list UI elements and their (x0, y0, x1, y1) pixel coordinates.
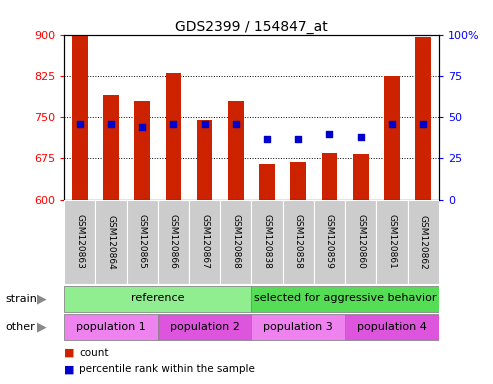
FancyBboxPatch shape (282, 200, 314, 284)
Bar (197, 120, 212, 200)
Bar (103, 95, 119, 200)
Bar (134, 101, 150, 200)
Bar (228, 101, 244, 200)
Text: GSM120863: GSM120863 (75, 215, 84, 269)
FancyBboxPatch shape (345, 314, 439, 340)
Text: population 3: population 3 (263, 322, 333, 332)
Point (357, 134, 365, 140)
FancyBboxPatch shape (251, 286, 439, 311)
Text: GSM120860: GSM120860 (356, 215, 365, 269)
Bar (290, 162, 306, 200)
FancyBboxPatch shape (64, 314, 158, 340)
Bar (353, 154, 368, 200)
FancyBboxPatch shape (95, 200, 127, 284)
Text: ■: ■ (64, 364, 74, 374)
Title: GDS2399 / 154847_at: GDS2399 / 154847_at (175, 20, 328, 33)
Text: ▶: ▶ (37, 321, 47, 334)
Text: percentile rank within the sample: percentile rank within the sample (79, 364, 255, 374)
FancyBboxPatch shape (64, 286, 251, 311)
Bar (384, 76, 400, 200)
FancyBboxPatch shape (158, 200, 189, 284)
Text: GSM120859: GSM120859 (325, 215, 334, 269)
Point (232, 121, 240, 127)
Text: strain: strain (5, 293, 37, 304)
FancyBboxPatch shape (251, 200, 282, 284)
Point (325, 131, 333, 137)
Text: GSM120838: GSM120838 (263, 215, 272, 269)
Bar (321, 153, 337, 200)
Point (138, 124, 146, 130)
Bar (259, 164, 275, 200)
FancyBboxPatch shape (345, 200, 376, 284)
FancyBboxPatch shape (251, 314, 345, 340)
Text: ■: ■ (64, 348, 74, 358)
Bar (72, 35, 88, 200)
FancyBboxPatch shape (408, 200, 439, 284)
Text: GSM120865: GSM120865 (138, 215, 146, 269)
Point (107, 121, 115, 127)
FancyBboxPatch shape (64, 200, 95, 284)
FancyBboxPatch shape (220, 200, 251, 284)
Text: other: other (5, 322, 35, 333)
Text: GSM120866: GSM120866 (169, 215, 178, 269)
FancyBboxPatch shape (314, 200, 345, 284)
Text: GSM120862: GSM120862 (419, 215, 427, 269)
Text: GSM120868: GSM120868 (231, 215, 240, 269)
Point (294, 136, 302, 142)
Point (388, 121, 396, 127)
Text: ▶: ▶ (37, 292, 47, 305)
Bar (166, 73, 181, 200)
Text: selected for aggressive behavior: selected for aggressive behavior (254, 293, 436, 303)
Text: GSM120867: GSM120867 (200, 215, 209, 269)
Text: count: count (79, 348, 108, 358)
Point (419, 121, 427, 127)
Point (263, 136, 271, 142)
Text: GSM120861: GSM120861 (387, 215, 396, 269)
Point (76, 121, 84, 127)
Text: reference: reference (131, 293, 184, 303)
Text: population 1: population 1 (76, 322, 146, 332)
Text: GSM120858: GSM120858 (294, 215, 303, 269)
Point (170, 121, 177, 127)
FancyBboxPatch shape (189, 200, 220, 284)
Text: population 2: population 2 (170, 322, 240, 332)
Text: GSM120864: GSM120864 (106, 215, 115, 269)
FancyBboxPatch shape (158, 314, 251, 340)
Bar (415, 37, 431, 200)
FancyBboxPatch shape (127, 200, 158, 284)
FancyBboxPatch shape (376, 200, 408, 284)
Point (201, 121, 209, 127)
Text: population 4: population 4 (357, 322, 427, 332)
